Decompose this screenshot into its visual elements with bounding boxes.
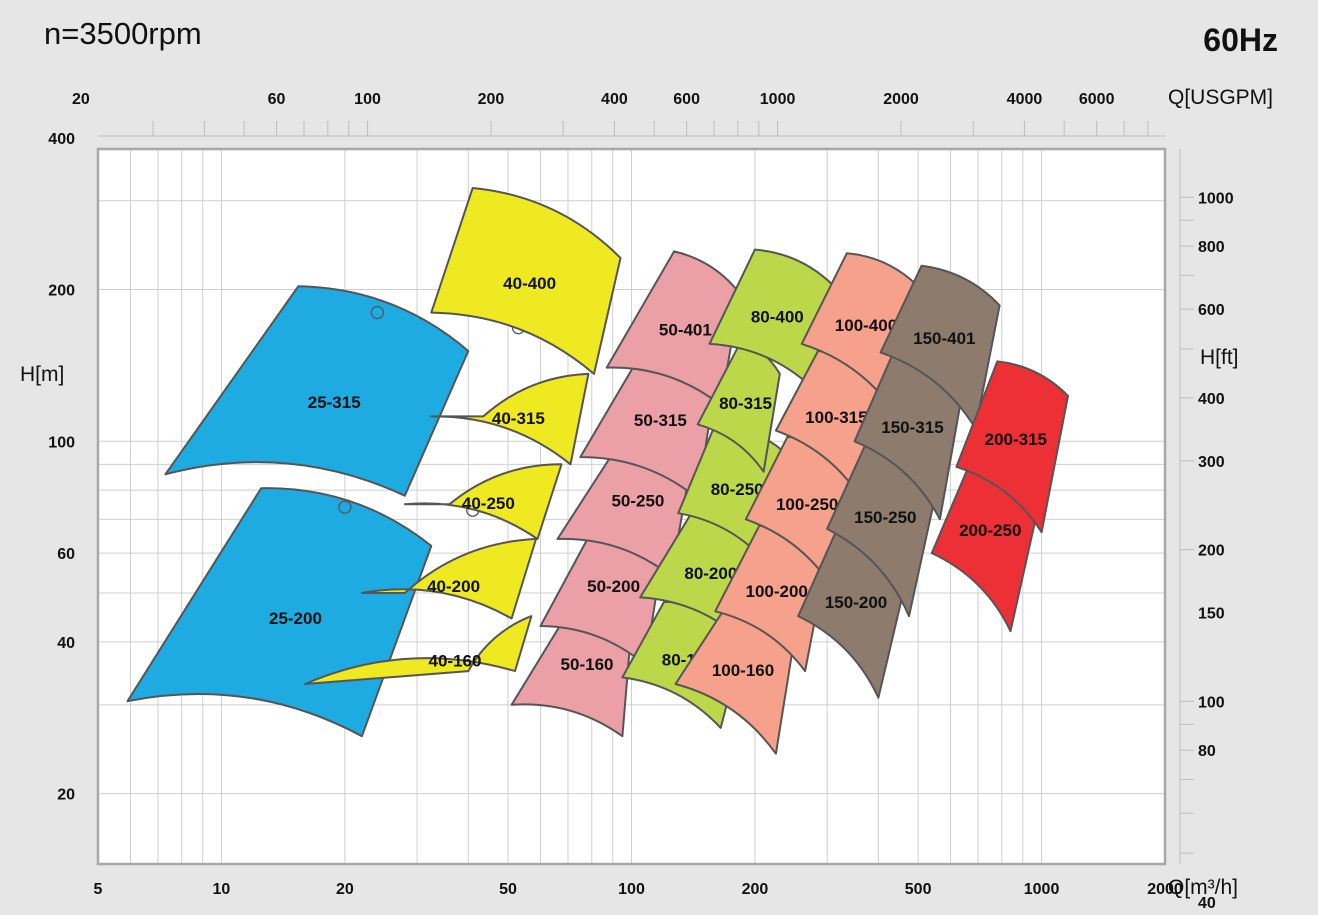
y2-tick-label: 40 — [1198, 895, 1216, 912]
x2-tick-label: 2000 — [883, 91, 919, 108]
speed-label: n=3500rpm — [44, 16, 202, 51]
y2-tick-label: 300 — [1198, 454, 1225, 471]
pump-label-150-401: 150-401 — [913, 329, 975, 348]
frequency-label: 60Hz — [1203, 22, 1278, 58]
x2-tick-label: 1000 — [760, 91, 796, 108]
pump-region-40-315 — [430, 372, 590, 466]
x-tick-label: 20 — [336, 881, 354, 898]
y2-tick-label: 1000 — [1198, 190, 1234, 207]
x-tick-label: 200 — [742, 881, 769, 898]
y-tick-label: 40 — [57, 635, 75, 652]
x2-tick-label: 200 — [478, 91, 505, 108]
y2-tick-label: 400 — [1198, 391, 1225, 408]
y2-tick-label: 150 — [1198, 606, 1225, 623]
pump-label-100-250: 100-250 — [776, 495, 838, 514]
y2-tick-label: 80 — [1198, 743, 1216, 760]
y-axis-label: H[m] — [20, 363, 64, 386]
x-tick-label: 2000 — [1147, 881, 1183, 898]
pump-label-40-160: 40-160 — [429, 652, 482, 671]
pump-label-150-250: 150-250 — [854, 508, 916, 527]
axes: 5 10 20 50 100 200 500 1000 2000 20 40 60 100 200 400 2… — [48, 91, 1233, 912]
pump-label-25-200: 25-200 — [269, 609, 322, 628]
x-tick-label: 1000 — [1024, 881, 1060, 898]
x-axis-label: Q[m³/h] — [1168, 876, 1238, 899]
pump-label-40-400: 40-400 — [503, 274, 556, 293]
y2-tick-label: 800 — [1198, 239, 1225, 256]
x2-tick-label: 400 — [601, 91, 628, 108]
x-tick-label: 500 — [905, 881, 932, 898]
pump-label-40-315: 40-315 — [492, 409, 545, 428]
x2-tick-label: 100 — [354, 91, 381, 108]
pump-label-50-401: 50-401 — [659, 320, 712, 339]
pump-region-40-250 — [403, 463, 563, 540]
bep-marker — [338, 500, 352, 514]
x-tick-label: 100 — [618, 881, 645, 898]
pump-label-100-315: 100-315 — [805, 408, 867, 427]
pump-label-200-250: 200-250 — [959, 521, 1021, 540]
x2-tick-label: 6000 — [1079, 91, 1115, 108]
pump-label-50-160: 50-160 — [561, 655, 614, 674]
pump-label-200-315: 200-315 — [985, 430, 1047, 449]
x2-tick-label: 600 — [673, 91, 700, 108]
x2-tick-label: 4000 — [1007, 91, 1043, 108]
y2-tick-label: 600 — [1198, 302, 1225, 319]
bep-marker — [370, 305, 384, 320]
pump-label-150-315: 150-315 — [881, 418, 943, 437]
x-tick-label: 10 — [213, 881, 231, 898]
pump-label-40-200: 40-200 — [427, 577, 480, 596]
pump-label-150-200: 150-200 — [825, 593, 887, 612]
y-tick-label: 20 — [57, 787, 75, 804]
pump-label-80-400: 80-400 — [751, 307, 804, 326]
pump-region-25-315 — [164, 285, 470, 497]
pump-label-80-200: 80-200 — [684, 564, 737, 583]
pump-label-100-160: 100-160 — [712, 661, 774, 680]
pump-label-50-315: 50-315 — [634, 411, 687, 430]
y-tick-label: 100 — [48, 434, 75, 451]
y2-tick-label: 200 — [1198, 543, 1225, 560]
x2-tick-label: 20 — [72, 91, 90, 108]
x2-axis-label: Q[USGPM] — [1168, 86, 1273, 109]
y-tick-label: 60 — [57, 546, 75, 563]
pump-label-50-250: 50-250 — [611, 491, 664, 510]
pump-region-40-160 — [304, 615, 533, 685]
x2-tick-label: 60 — [268, 91, 286, 108]
pump-label-25-315: 25-315 — [308, 393, 361, 412]
x-tick-label: 5 — [94, 881, 103, 898]
pump-label-40-250: 40-250 — [462, 494, 515, 513]
x-tick-label: 50 — [499, 881, 517, 898]
plot-frame — [96, 147, 1167, 866]
pump-label-50-200: 50-200 — [587, 577, 640, 596]
pump-region-40-400 — [430, 187, 622, 375]
y2-axis-label: H[ft] — [1200, 346, 1239, 369]
pump-label-80-315: 80-315 — [719, 394, 772, 413]
y2-tick-label: 100 — [1198, 694, 1225, 711]
pump-label-100-200: 100-200 — [745, 582, 807, 601]
pump-label-100-400: 100-400 — [835, 316, 897, 335]
pump-region-200-315 — [955, 360, 1069, 534]
y-tick-label: 200 — [48, 283, 75, 300]
pump-label-80-250: 80-250 — [711, 480, 764, 499]
series-group: 25-200 25-315 40-160 40-200 40-250 40-315 40-4… — [126, 187, 1069, 755]
y-tick-label: 400 — [48, 131, 75, 148]
